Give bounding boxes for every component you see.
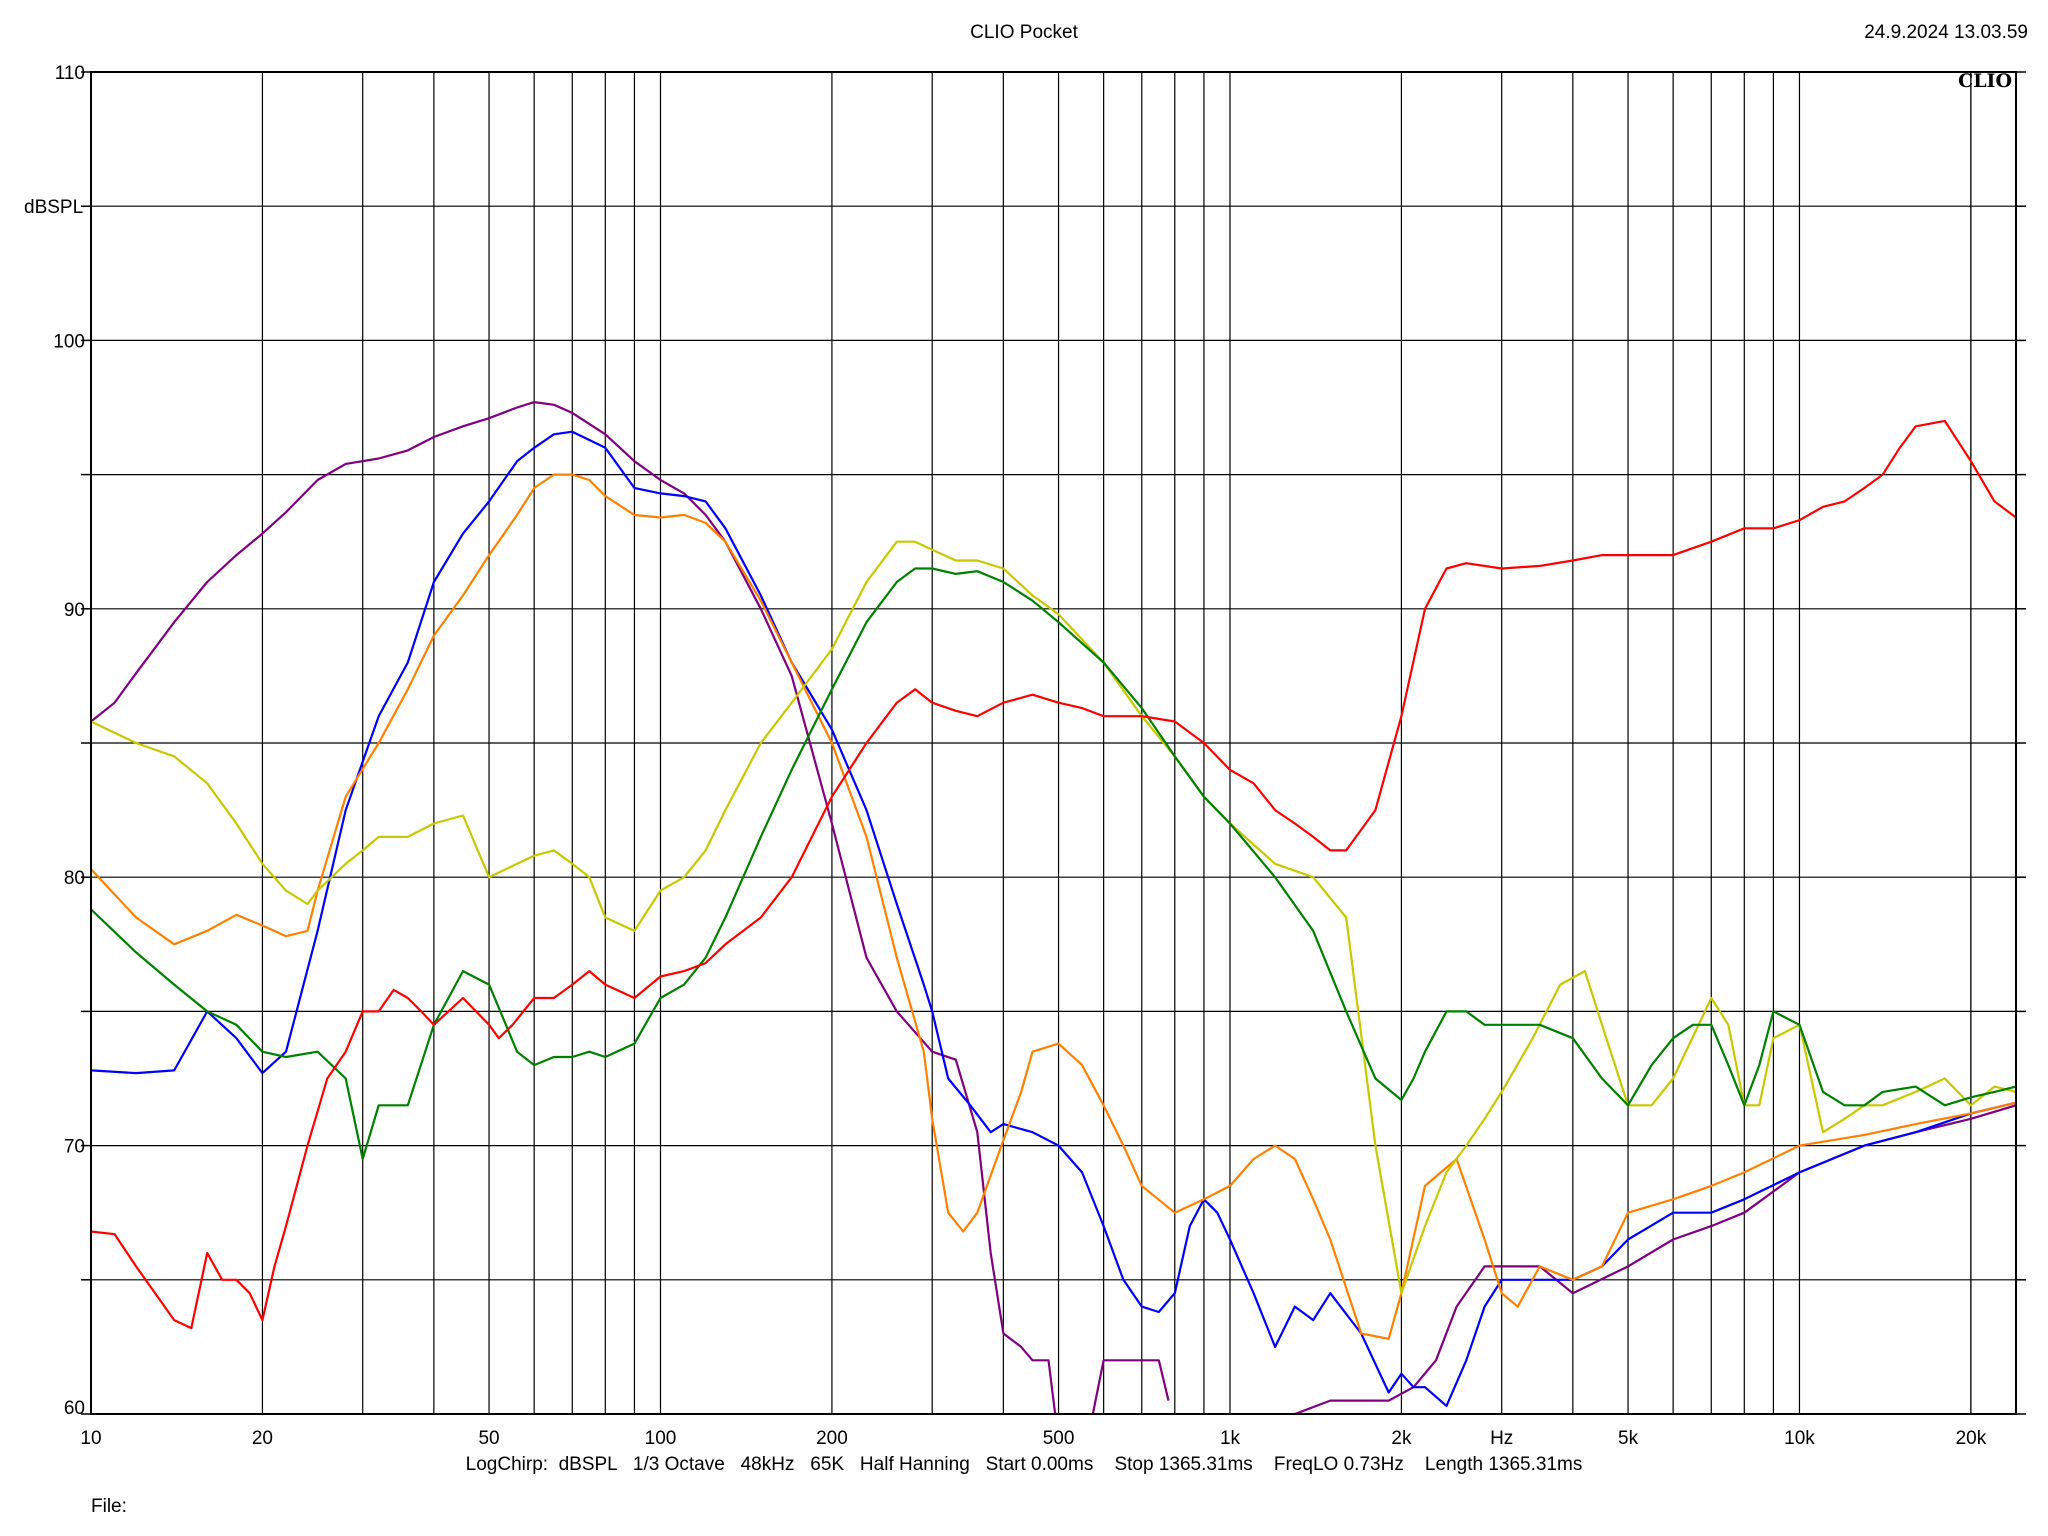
measurement-parameters: LogChirp: dBSPL 1/3 Octave 48kHz 65K Hal… — [465, 1454, 1583, 1475]
y-tick-label: 70 — [64, 1137, 85, 1158]
y-tick-label: 60 — [64, 1398, 85, 1419]
x-tick-label: 2k — [1391, 1428, 1412, 1449]
x-tick-label: 500 — [1043, 1428, 1075, 1449]
x-tick-label: 20 — [252, 1428, 273, 1449]
x-tick-label: 5k — [1618, 1428, 1639, 1449]
plot-frame — [90, 71, 2017, 1415]
series-line-3 — [91, 430, 2016, 1408]
y-tick-label: 110 — [55, 63, 85, 84]
series-line-5 — [91, 540, 2016, 1295]
timestamp: 24.9.2024 13.03.59 — [1864, 22, 2028, 43]
y-axis-label: dBSPL — [24, 197, 83, 218]
y-tick-label: 80 — [64, 868, 85, 889]
x-tick-label: 10 — [80, 1428, 101, 1449]
watermark-logo: CLIO — [1958, 70, 2012, 92]
x-tick-label: 50 — [478, 1428, 499, 1449]
y-tick-label: 90 — [64, 600, 85, 621]
chart-title: CLIO Pocket — [970, 22, 1078, 43]
x-tick-label: 20k — [1956, 1428, 1987, 1449]
x-tick-label: 200 — [816, 1428, 848, 1449]
series-line-1 — [91, 401, 1170, 1414]
x-tick-label: 10k — [1784, 1428, 1815, 1449]
file-label: File: — [91, 1496, 127, 1517]
series-line-7 — [91, 419, 2016, 1330]
x-tick-label: 1k — [1220, 1428, 1241, 1449]
x-axis-label: Hz — [1490, 1428, 1513, 1449]
x-tick-label: 100 — [645, 1428, 677, 1449]
series-line-4 — [91, 473, 2016, 1340]
series-line-2 — [1294, 1104, 2016, 1414]
series-line-6 — [91, 567, 2016, 1161]
y-tick-label: 100 — [53, 331, 85, 352]
